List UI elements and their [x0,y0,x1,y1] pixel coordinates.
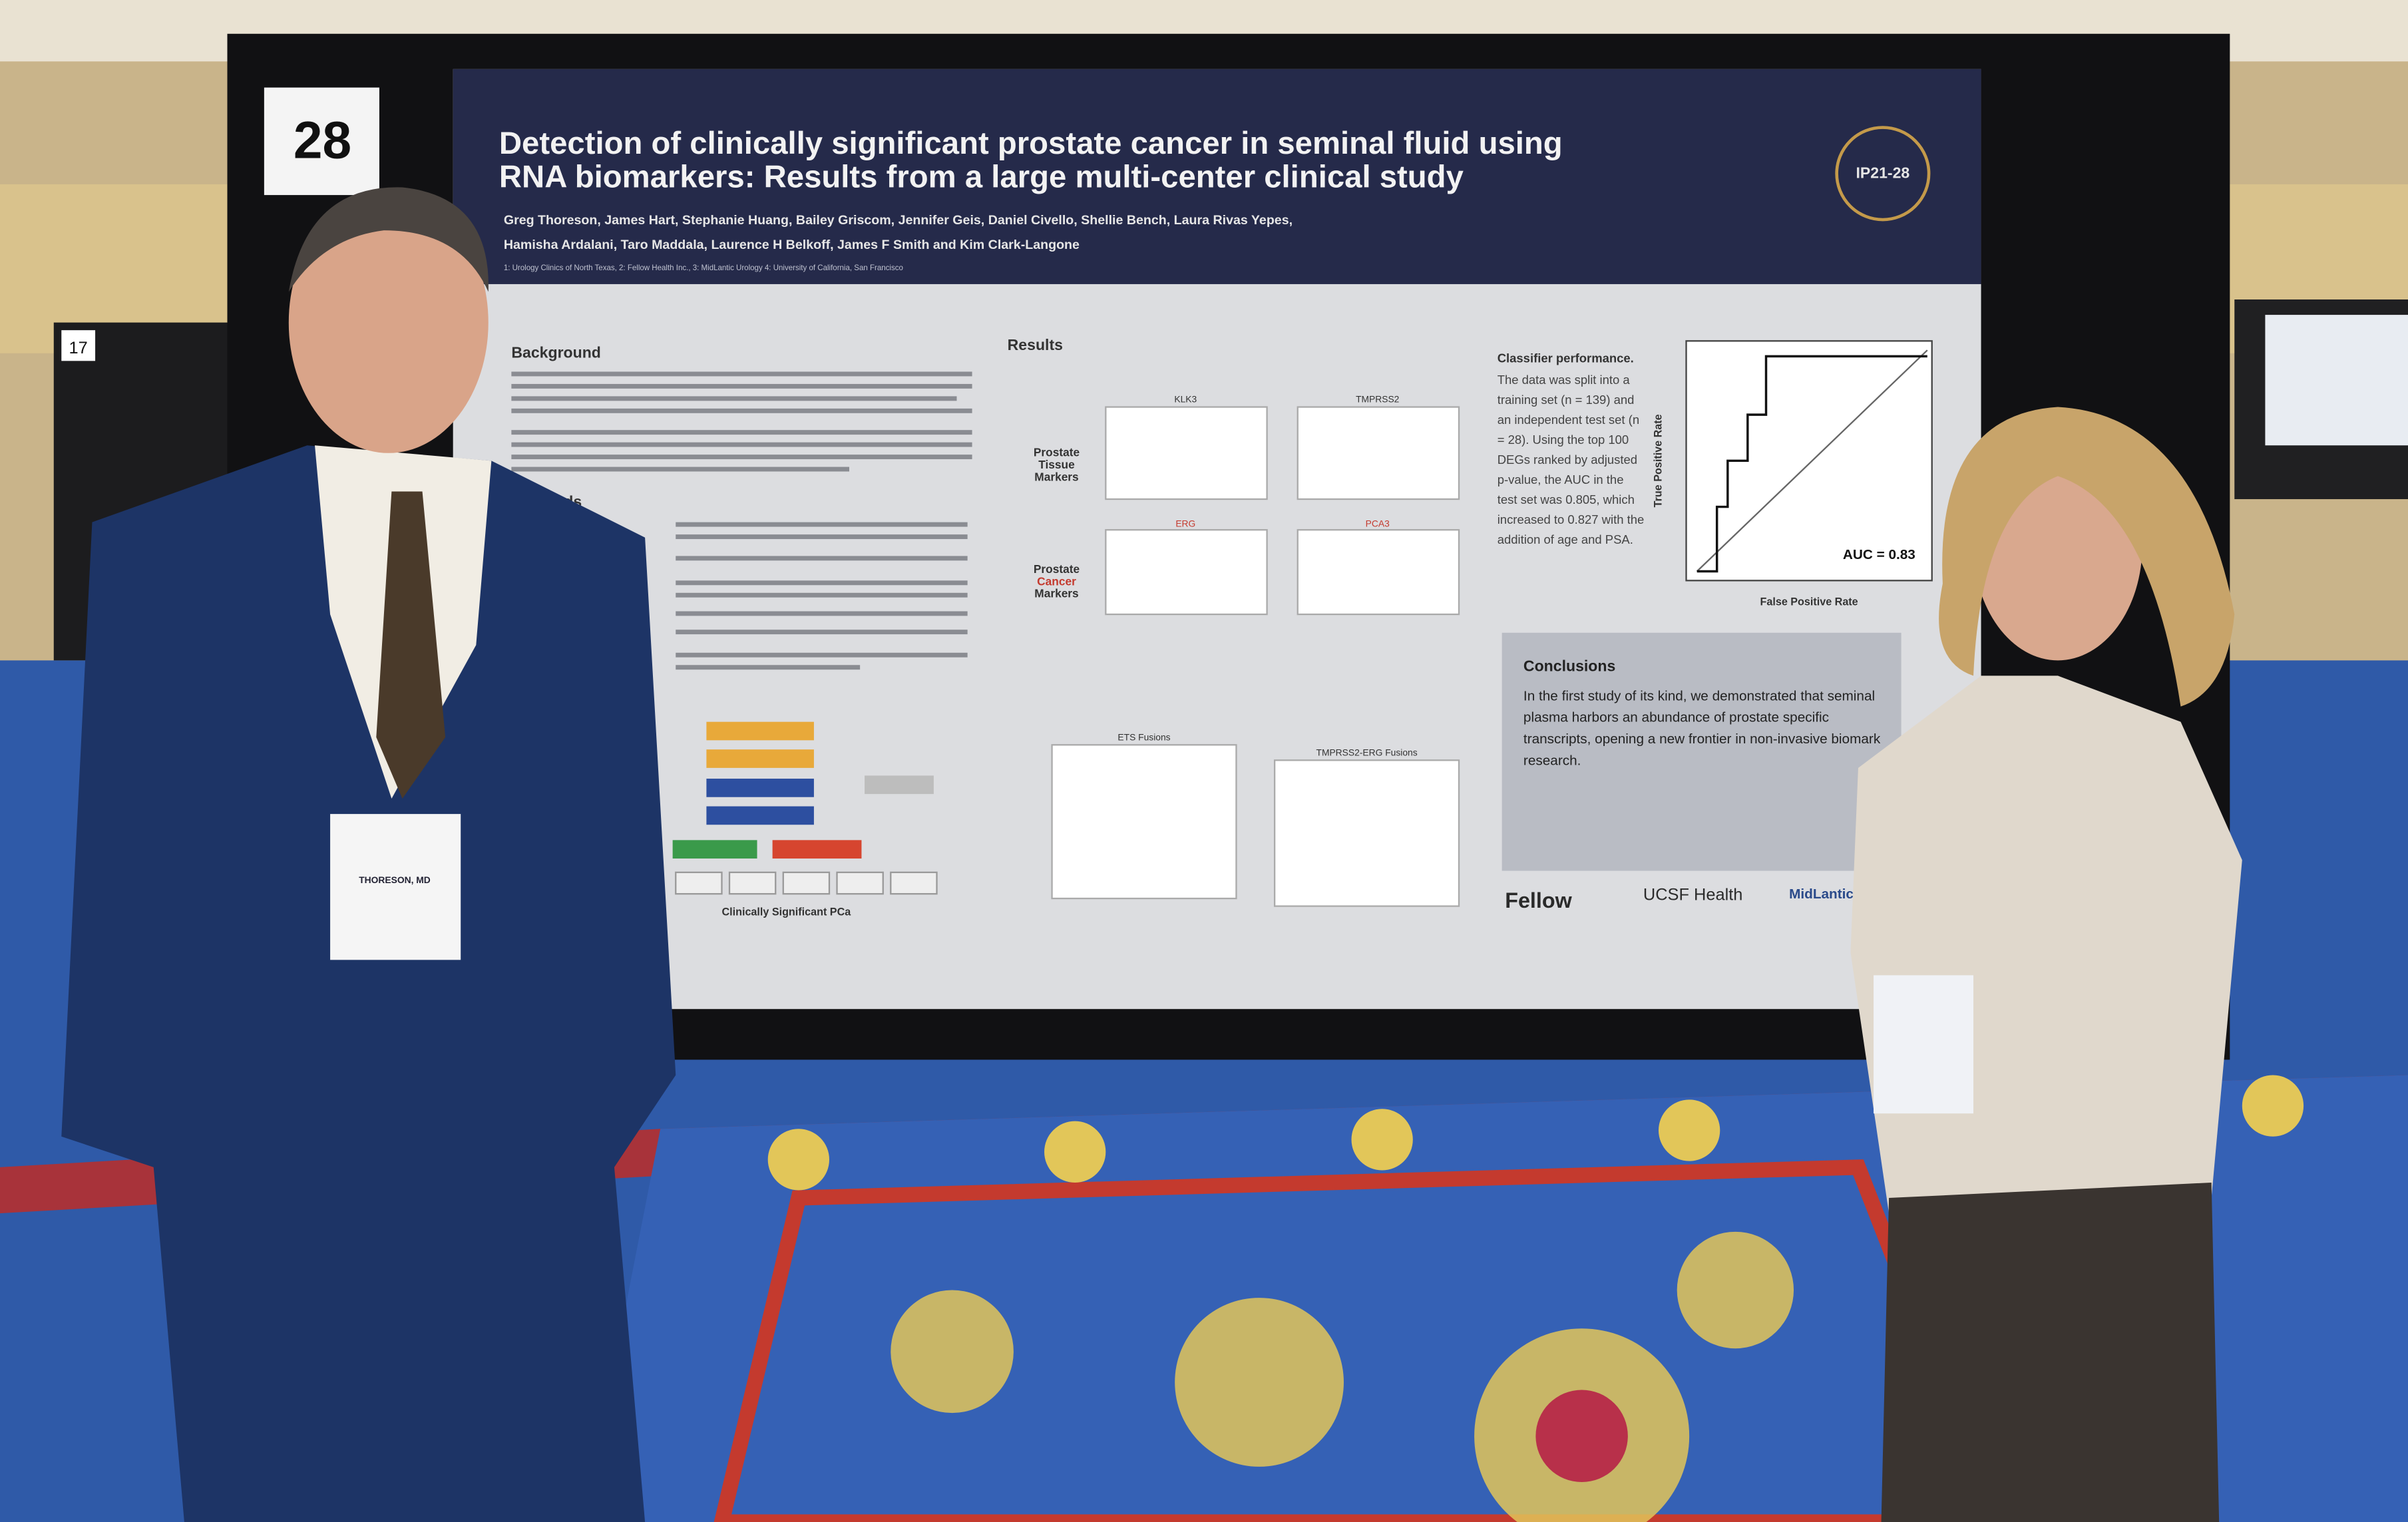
logo: MidLantic [1789,886,1854,902]
conclusion-line: plasma harbors an abundance of prostate … [1523,710,1829,725]
poster-authors: Greg Thoreson, James Hart, Stephanie Hua… [504,213,1293,228]
section-heading: Classifier performance. [1498,351,1634,365]
carpet-frame [713,1159,2005,1522]
gene-label: PCA3 [1366,518,1390,529]
roc-auc: AUC = 0.83 [1843,547,1915,562]
side-sign [61,330,96,361]
roc-y-label: True Positive Rate [1653,414,1665,507]
person-right [1850,407,2242,1522]
poster-header [453,69,1981,284]
gene-label: TMPRSS2 [1356,394,1399,405]
conclusion-text: In the first study of its kind, we demon… [1523,688,1881,768]
side-poster-right [2265,315,2408,446]
logo: UCSF Health [1643,885,1742,904]
conclusions-box [1502,632,1902,871]
poster-badge-ring [1835,126,1931,222]
fusion-label: ETS Fusions [1117,731,1170,742]
roc-curve [1697,355,1927,573]
person-left [61,187,676,1522]
poster-title: RNA biomarkers: Results from a large mul… [499,160,1464,195]
poster-badge: IP21-28 [1856,164,1909,182]
roc-plot [1685,340,1933,582]
classifier-line: increased to 0.827 with the [1498,512,1645,526]
flowchart-label: Clinically Significant PCa [721,906,851,918]
conclusion-line: transcripts, opening a new frontier in n… [1523,731,1881,747]
classifier-line: an independent test set (n [1498,413,1639,427]
plot-panels [1051,406,1460,907]
classifier-line: The data was split into a [1498,373,1631,387]
section-heading: Results [1008,336,1063,353]
conclusion-line: research. [1523,753,1581,768]
classifier-line: = 28). Using the top 100 [1498,433,1629,447]
classifier-line: addition of age and PSA. [1498,532,1633,546]
gene-label: KLK3 [1174,394,1197,405]
poster-affiliations: 1: Urology Clinics of North Texas, 2: Fe… [504,264,903,272]
side-number: 17 [69,339,88,357]
panel-label: Tissue [1038,458,1075,471]
body-text-lines [511,371,972,670]
poster-title: Detection of clinically significant pros… [499,126,1563,161]
section-heading: Conclusions [1523,657,1615,674]
roc-diagonal [1696,349,1928,572]
panel-label: Prostate [1034,445,1080,459]
logo: Fellow [1505,888,1572,912]
flowchart [672,721,938,895]
classifier-line: training set (n = 139) and [1498,393,1635,407]
classifier-text: The data was split into a training set (n… [1498,373,1645,546]
fusion-label: TMPRSS2-ERG Fusions [1316,747,1418,757]
classifier-line: DEGs ranked by adjusted [1498,453,1637,467]
panel-label: Prostate [1034,562,1080,576]
gene-label: ERG [1175,518,1195,529]
panel-label: Markers [1034,470,1078,483]
roc-x-label: False Positive Rate [1760,596,1858,608]
board-number: 28 [294,111,351,170]
classifier-line: test set was 0.805, which [1498,492,1635,506]
poster-authors: Hamisha Ardalani, Taro Maddala, Laurence… [504,238,1080,252]
number-sign [264,87,379,196]
panel-label: Cancer [1037,574,1076,588]
panel-label: Markers [1034,587,1078,600]
name-badge: THORESON, MD [359,874,431,885]
section-heading: Background [511,344,601,361]
classifier-line: p-value, the AUC in the [1498,473,1624,486]
carpet-medallion [1535,1390,1628,1482]
conclusion-line: In the first study of its kind, we demon… [1523,688,1875,703]
